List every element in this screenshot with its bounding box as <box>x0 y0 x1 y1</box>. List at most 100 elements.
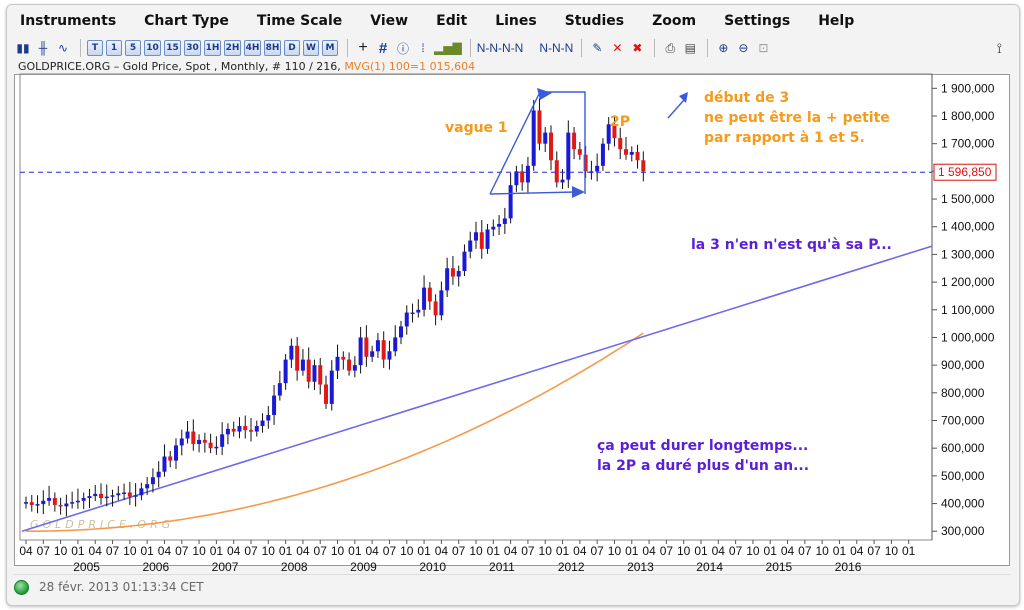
pencil-icon[interactable]: ✎ <box>592 41 603 55</box>
menu-edit[interactable]: Edit <box>436 13 468 29</box>
print-preview-icon[interactable]: ▤ <box>684 41 697 55</box>
volume-grid-icon[interactable]: ⁞ <box>421 41 425 55</box>
candle-body <box>75 500 80 503</box>
candle-body <box>387 351 392 360</box>
current-price-label: 1 596,850 <box>938 165 992 179</box>
timeframe-button-5[interactable]: 5 <box>125 40 141 56</box>
pin-icon[interactable]: ⟟ <box>996 40 1002 56</box>
candle-body <box>474 232 478 241</box>
menu-time-scale[interactable]: Time Scale <box>256 13 343 29</box>
candle-body <box>202 439 207 443</box>
candle-body <box>266 414 271 421</box>
wave-draw-icon[interactable]: Ν‑Ν‑Ν‑Ν <box>476 41 524 55</box>
timeframe-button-m[interactable]: M <box>322 40 338 56</box>
candle-body <box>41 500 46 505</box>
candle-body <box>358 337 363 366</box>
candle-body <box>629 151 634 155</box>
chart-area[interactable] <box>14 74 1010 566</box>
delete-icon[interactable]: ✕ <box>612 41 623 55</box>
candle-body <box>168 456 173 461</box>
x-tick-label: 01 <box>417 544 431 558</box>
candle-body <box>537 110 542 144</box>
candle-body <box>110 495 115 497</box>
crosshair-icon[interactable]: + <box>358 39 368 56</box>
candle-body <box>174 445 178 461</box>
candle-body <box>433 301 438 316</box>
candle-body <box>514 171 519 186</box>
wave-draw-icon[interactable]: Ν‑Ν‑Ν <box>539 41 574 55</box>
line-chart-icon[interactable]: ∿ <box>57 41 69 55</box>
candle-body <box>225 428 230 435</box>
candle-body <box>612 124 617 139</box>
candle-body <box>35 504 40 506</box>
x-year-label: 2011 <box>489 560 515 574</box>
candle-body <box>347 359 352 371</box>
candle-body <box>93 493 98 497</box>
zoom-out-icon[interactable]: ⊖ <box>738 41 749 55</box>
timeframe-button-10[interactable]: 10 <box>144 40 161 56</box>
bar-volume-icon[interactable]: ▂▅▇ <box>434 41 462 55</box>
candle-body <box>127 492 132 497</box>
menu-zoom[interactable]: Zoom <box>652 13 697 29</box>
x-tick-label: 07 <box>452 544 466 558</box>
menu-studies[interactable]: Studies <box>564 13 625 29</box>
x-tick-label: 01 <box>71 544 85 558</box>
candle-body <box>641 160 646 172</box>
candle-body <box>479 232 484 249</box>
candle-body <box>283 359 288 384</box>
timeframe-button-15[interactable]: 15 <box>164 40 181 56</box>
candle-body <box>122 492 127 494</box>
info-icon[interactable]: ⓘ <box>396 41 409 56</box>
chart-title: GOLDPRICE.ORG – Gold Price, Spot , Month… <box>18 60 341 73</box>
y-tick-label: 1 700,000 <box>941 137 995 151</box>
x-tick-label: 04 <box>227 544 241 558</box>
ohlc-icon[interactable]: ╫ <box>38 41 48 55</box>
candle-body <box>439 290 444 316</box>
menu-lines[interactable]: Lines <box>495 13 537 29</box>
x-tick-label: 01 <box>487 544 501 558</box>
timeframe-button-d[interactable]: D <box>284 40 300 56</box>
y-tick-label: 1 500,000 <box>941 192 995 206</box>
menu-instruments[interactable]: Instruments <box>20 13 117 29</box>
timeframe-button-30[interactable]: 30 <box>184 40 201 56</box>
y-tick-label: 1 400,000 <box>941 220 995 234</box>
candle-body <box>416 309 421 313</box>
candle-body <box>191 431 196 445</box>
timeframe-button-4h[interactable]: 4H <box>244 40 261 56</box>
delete-all-icon[interactable]: ✖ <box>632 41 643 55</box>
grid-icon[interactable]: # <box>378 39 388 57</box>
x-tick-label: 07 <box>106 544 120 558</box>
candle-body <box>156 471 161 478</box>
menu-chart-type[interactable]: Chart Type <box>144 13 229 29</box>
candle-body <box>399 326 403 338</box>
wave-annotation-line <box>489 191 576 195</box>
timeframe-button-w[interactable]: W <box>303 40 319 56</box>
candle-body <box>306 359 311 382</box>
menu-view[interactable]: View <box>370 13 409 29</box>
annotation-2p: 2P <box>610 114 631 130</box>
print-icon[interactable]: ⎙ <box>665 40 676 55</box>
x-tick-label: 01 <box>210 544 224 558</box>
menu-settings[interactable]: Settings <box>724 13 791 29</box>
timeframe-button-1[interactable]: 1 <box>106 40 122 56</box>
timeframe-button-8h[interactable]: 8H <box>264 40 281 56</box>
candle-body <box>508 185 513 219</box>
candle-body <box>502 218 507 224</box>
candlestick-icon[interactable]: ▮▮ <box>16 41 30 55</box>
timeframe-button-2h[interactable]: 2H <box>224 40 241 56</box>
x-tick-label: 07 <box>660 544 674 558</box>
annotation-la-3: la 3 n'en n'est qu'à sa P... <box>691 237 892 253</box>
toolbar-separator <box>707 39 709 57</box>
x-tick-label: 07 <box>867 544 881 558</box>
timeframe-button-t[interactable]: T <box>87 40 103 56</box>
candle-body <box>375 340 380 352</box>
candle-body <box>249 430 253 432</box>
zoom-in-icon[interactable]: ⊕ <box>718 41 729 55</box>
x-tick-label: 10 <box>262 544 276 558</box>
candle-body <box>295 345 300 371</box>
menu-help[interactable]: Help <box>818 13 855 29</box>
timeframe-button-1h[interactable]: 1H <box>204 40 221 56</box>
zoom-reset-icon[interactable]: ⊡ <box>758 41 769 55</box>
candle-body <box>289 345 294 360</box>
